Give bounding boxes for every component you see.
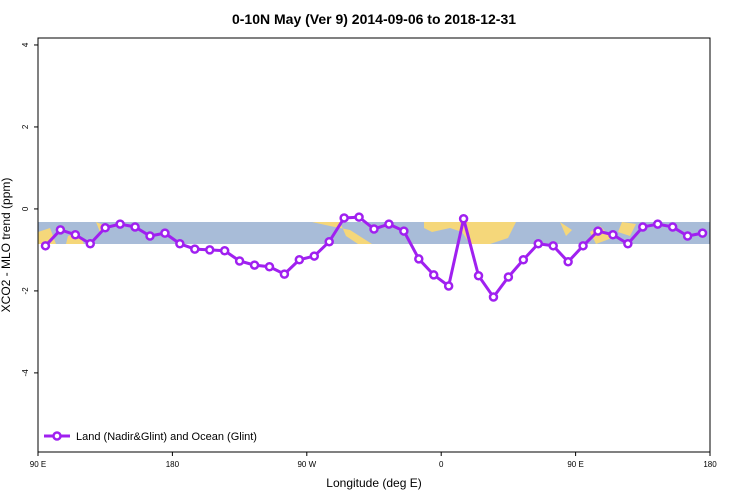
data-point: [234, 256, 245, 266]
x-tick-label: 180: [703, 460, 717, 469]
y-axis-label: XCO2 - MLO trend (ppm): [0, 178, 13, 313]
data-point: [339, 213, 349, 223]
data-point: [279, 269, 290, 279]
data-point: [100, 223, 110, 233]
data-point: [399, 226, 409, 236]
data-point: [160, 228, 170, 238]
data-point: [204, 245, 215, 255]
data-point: [652, 219, 663, 229]
data-point: [518, 255, 529, 265]
data-point: [324, 236, 334, 247]
y-tick-label: -4: [21, 369, 30, 377]
y-tick-label: 2: [21, 124, 30, 129]
data-point: [443, 281, 454, 291]
data-point: [294, 255, 305, 265]
data-point: [682, 231, 693, 241]
y-tick-label: 0: [21, 206, 30, 211]
data-point: [458, 214, 469, 224]
data-point: [548, 241, 558, 251]
chart-title: 0-10N May (Ver 9) 2014-09-06 to 2018-12-…: [232, 11, 516, 27]
data-point: [428, 270, 439, 280]
data-point: [414, 254, 424, 264]
x-tick-label: 90 E: [567, 460, 583, 469]
data-point: [85, 239, 96, 249]
data-point: [190, 244, 200, 254]
data-point: [309, 251, 320, 261]
data-point: [354, 212, 364, 222]
data-point: [115, 219, 125, 229]
data-point: [70, 230, 81, 240]
x-tick-label: 90 W: [297, 460, 316, 469]
y-tick-label: -2: [21, 287, 30, 295]
x-axis-label: Longitude (deg E): [326, 476, 421, 490]
data-point: [533, 239, 544, 249]
x-tick-label: 90 E: [30, 460, 46, 469]
data-point: [40, 241, 51, 251]
data-point: [249, 260, 260, 270]
plot-frame: [37, 37, 711, 453]
data-point: [563, 257, 573, 267]
legend-marker: [52, 431, 62, 441]
data-point: [608, 230, 618, 240]
data-point: [593, 226, 603, 236]
legend-label: Land (Nadir&Glint) and Ocean (Glint): [76, 431, 257, 443]
data-point: [145, 231, 155, 241]
data-point: [219, 245, 230, 256]
x-tick-label: 180: [166, 460, 180, 469]
data-point: [175, 239, 185, 249]
data-point: [697, 228, 708, 238]
data-point: [55, 225, 66, 235]
data-point: [623, 239, 633, 249]
data-point: [384, 219, 394, 229]
data-point: [638, 222, 648, 232]
y-tick-label: 4: [21, 42, 30, 47]
x-tick-label: 0: [439, 460, 444, 469]
data-point: [130, 222, 140, 232]
data-point: [473, 270, 484, 281]
data-point: [264, 261, 275, 272]
data-point: [488, 292, 499, 302]
data-point: [369, 224, 379, 234]
data-point: [503, 272, 514, 282]
data-point: [578, 241, 588, 251]
data-point: [667, 222, 678, 232]
